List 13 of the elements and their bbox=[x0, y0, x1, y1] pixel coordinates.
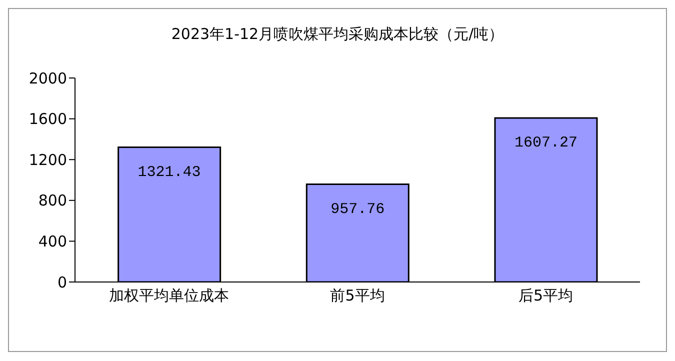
x-tick-label: 后5平均 bbox=[518, 286, 574, 305]
y-tick-label: 1600 bbox=[28, 110, 67, 128]
y-tick-label: 0 bbox=[57, 273, 67, 292]
x-tick-label: 前5平均 bbox=[330, 286, 385, 305]
data-label: 1607.27 bbox=[514, 134, 578, 152]
y-tick-label: 800 bbox=[38, 192, 67, 210]
data-label: 1321.43 bbox=[138, 164, 201, 181]
y-tick-label: 1200 bbox=[28, 150, 67, 169]
y-tick-label: 2000 bbox=[28, 69, 67, 88]
x-tick-label: 加权平均单位成本 bbox=[109, 286, 230, 305]
y-tick-label: 400 bbox=[38, 232, 67, 251]
chart-title: 2023年1-12月喷吹煤平均采购成本比较（元/吨） bbox=[170, 24, 505, 44]
data-label: 957.76 bbox=[330, 200, 385, 218]
